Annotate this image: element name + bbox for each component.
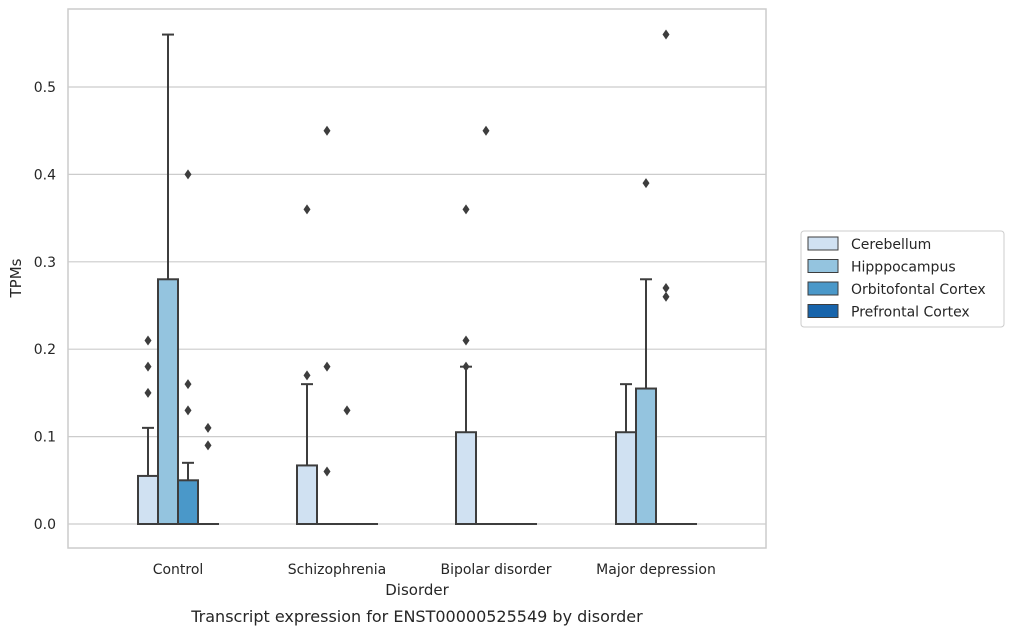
outlier-point xyxy=(303,204,311,215)
box-hipppocampus xyxy=(316,125,338,526)
y-axis-label: TPMs xyxy=(7,258,25,298)
legend-label: Prefrontal Cortex xyxy=(851,305,970,321)
legend-label: Cerebellum xyxy=(851,237,931,253)
outlier-point xyxy=(144,335,152,346)
outlier-point xyxy=(184,405,192,416)
y-tick-label: 0.5 xyxy=(34,80,56,96)
y-tick-label: 0.2 xyxy=(34,342,56,358)
outlier-point xyxy=(303,370,311,381)
box-cerebellum xyxy=(137,335,159,525)
y-tick-label: 0.3 xyxy=(34,255,56,271)
outlier-point xyxy=(204,440,212,451)
box-cerebellum xyxy=(455,204,477,526)
legend-swatch xyxy=(807,259,839,273)
box-prefrontal-cortex xyxy=(197,422,219,526)
outlier-point xyxy=(144,361,152,372)
box xyxy=(296,464,318,525)
y-tick-label: 0.4 xyxy=(34,167,56,183)
x-tick-label: Control xyxy=(153,562,204,578)
outlier-point xyxy=(662,29,670,40)
x-axis-label: Disorder xyxy=(385,581,449,599)
box-hipppocampus xyxy=(635,178,657,525)
box-orbitofontal-cortex xyxy=(336,405,358,526)
box xyxy=(137,474,159,525)
legend-swatch xyxy=(807,281,839,296)
legend-swatch xyxy=(807,304,839,318)
box xyxy=(157,278,179,525)
outlier-point xyxy=(343,405,351,416)
outlier-point xyxy=(462,335,470,346)
x-tick-label: Major depression xyxy=(596,562,716,578)
outlier-point xyxy=(642,178,650,189)
box-cerebellum xyxy=(296,204,318,525)
legend-label: Hipppocampus xyxy=(851,260,956,276)
legend: Cerebellum Hipppocampus Orbitofontal Corte… xyxy=(800,230,1005,328)
x-tick-label: Schizophrenia xyxy=(288,562,386,578)
outlier-point xyxy=(184,379,192,390)
outlier-point xyxy=(462,361,470,372)
outlier-point xyxy=(323,466,331,477)
box-orbitofontal-cortex xyxy=(177,169,199,525)
box-orbitofontal-cortex xyxy=(655,29,677,526)
outlier-point xyxy=(184,169,192,180)
outlier-point xyxy=(323,125,331,136)
box xyxy=(455,431,477,526)
outlier-point xyxy=(144,387,152,398)
outlier-point xyxy=(662,291,670,302)
outlier-point xyxy=(462,204,470,215)
outlier-point xyxy=(323,361,331,372)
chart-caption: Transcript expression for ENST0000052554… xyxy=(190,607,643,626)
y-tick-label: 0.0 xyxy=(34,517,56,533)
outlier-point xyxy=(662,283,670,294)
legend-swatch xyxy=(807,236,839,251)
box-series xyxy=(137,29,697,526)
outlier-point xyxy=(204,422,212,433)
box xyxy=(635,387,657,525)
box xyxy=(177,479,199,525)
plot-frame xyxy=(67,8,767,549)
box-cerebellum xyxy=(615,383,637,526)
outlier-point xyxy=(482,125,490,136)
y-tick-labels: 0.0 0.1 0.2 0.3 0.4 0.5 xyxy=(34,80,56,533)
x-tick-labels: Control Schizophrenia Bipolar disorder Majo… xyxy=(153,562,716,578)
x-tick-label: Bipolar disorder xyxy=(440,562,551,578)
box xyxy=(615,431,637,526)
legend-frame xyxy=(800,230,1005,328)
box-hipppocampus xyxy=(475,125,497,526)
box-hipppocampus xyxy=(157,33,179,525)
y-tick-label: 0.1 xyxy=(34,430,56,446)
legend-label: Orbitofontal Cortex xyxy=(851,282,986,298)
